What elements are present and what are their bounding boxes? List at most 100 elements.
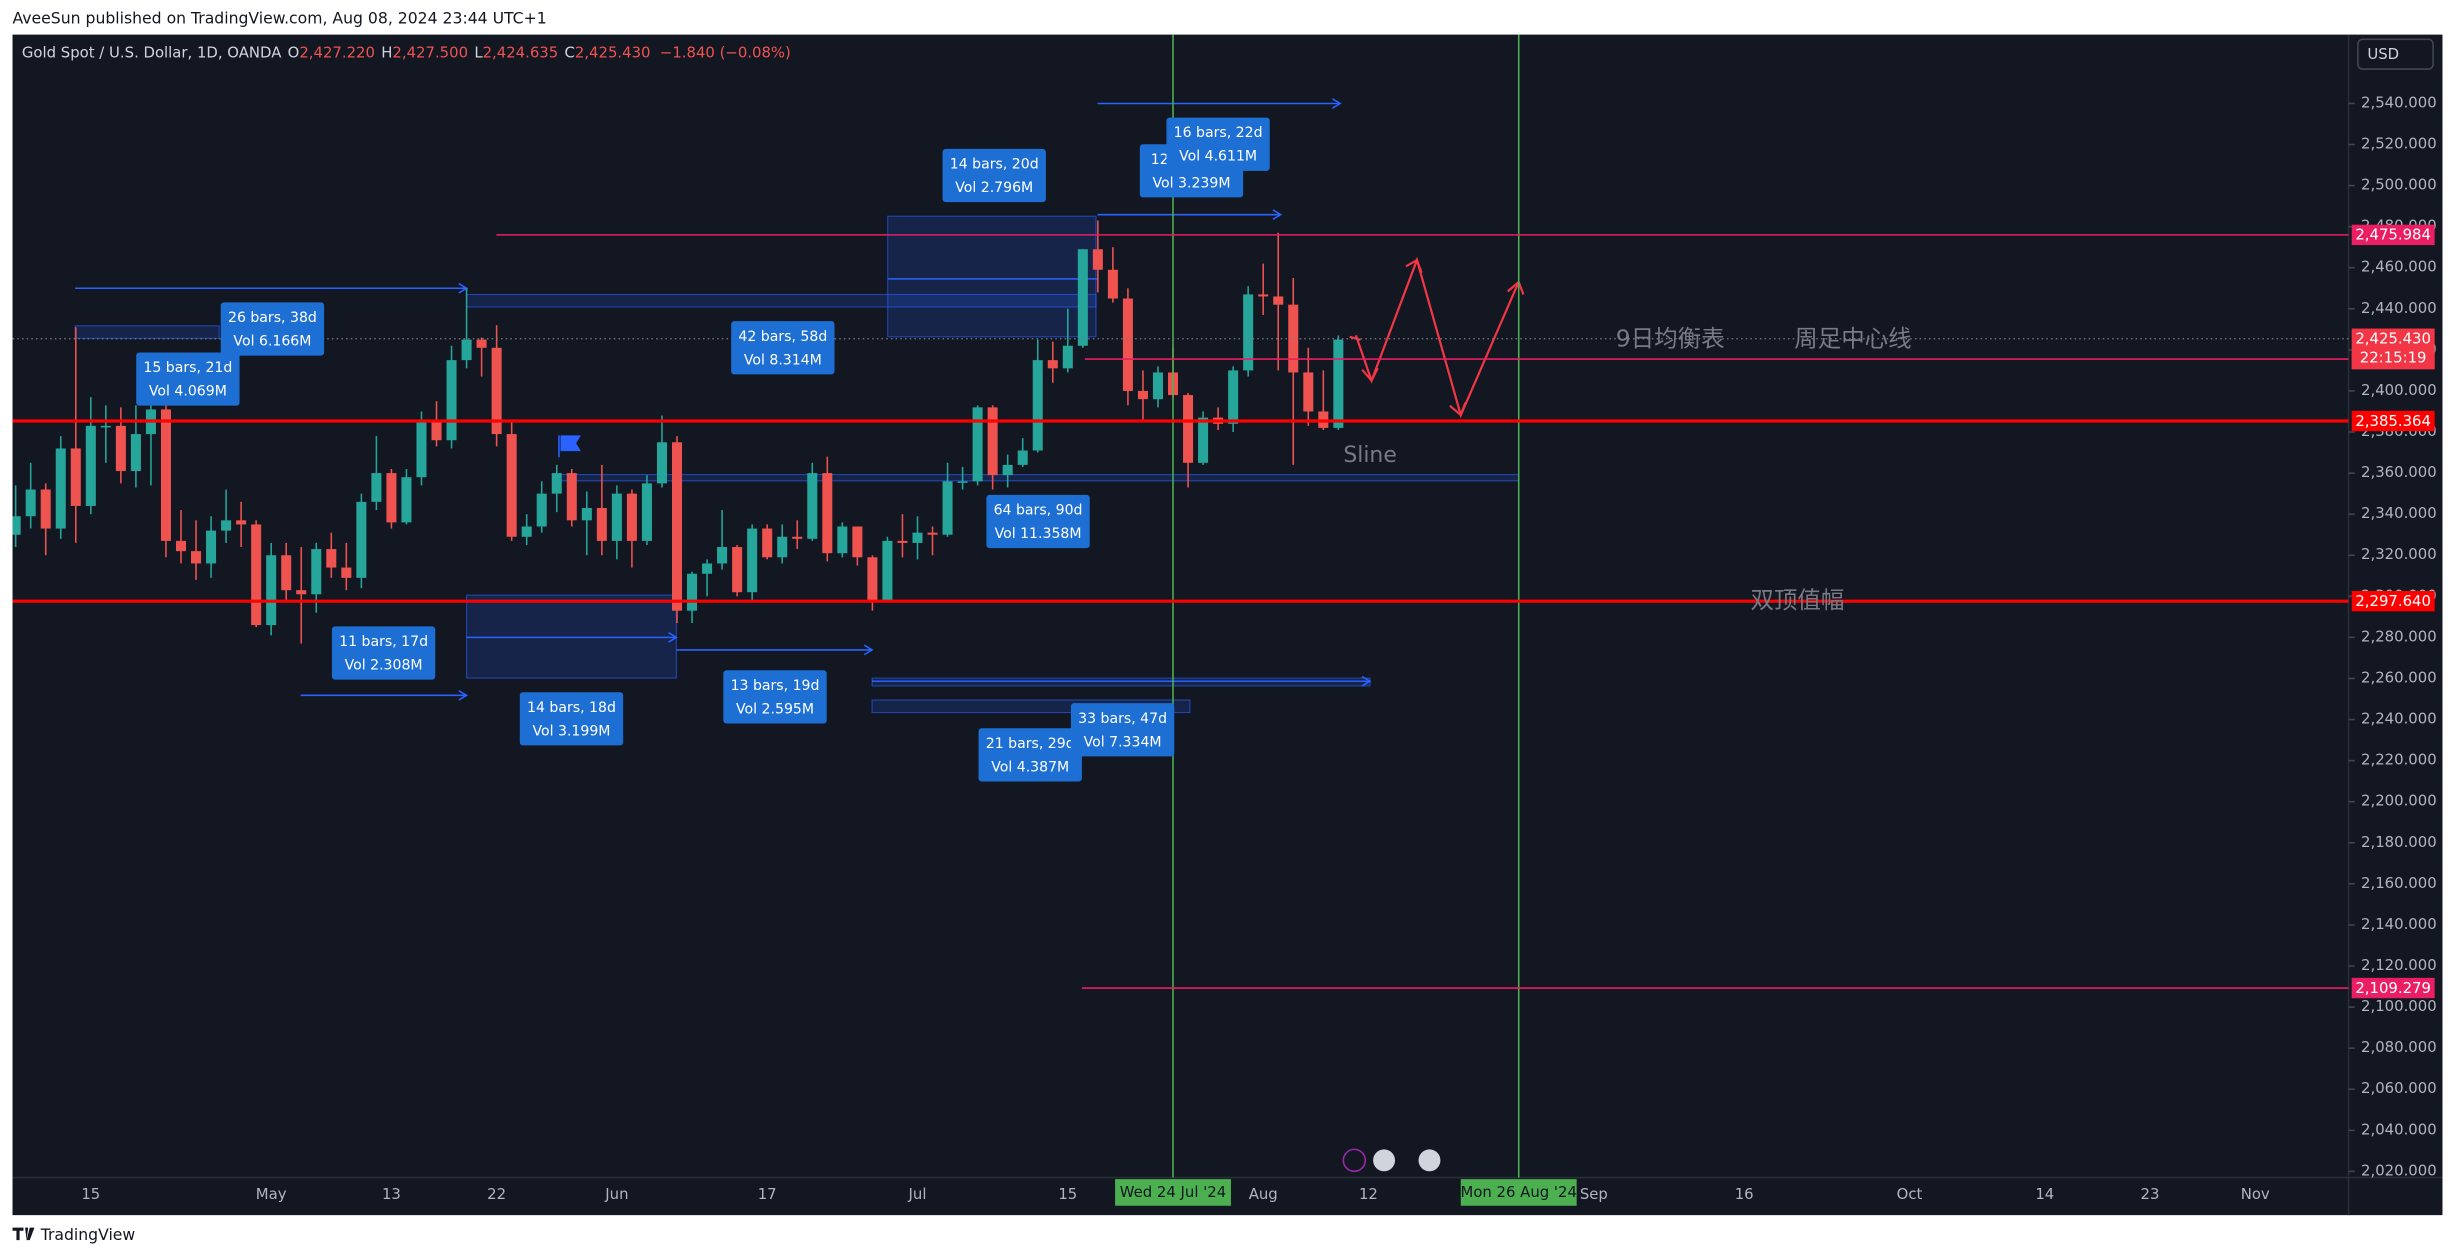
flag — [558, 435, 581, 458]
x-tick-label: 13 — [382, 1185, 401, 1203]
candle-body — [206, 530, 217, 564]
annotation: 周足中心线 — [1794, 324, 1911, 352]
measure-label: 42 bars, 58d — [738, 329, 827, 345]
candle-body — [897, 540, 908, 543]
measure-label: 13 bars, 19d — [731, 678, 820, 694]
countdown: 22:15:19 — [2360, 348, 2427, 366]
x-tick-label: 14 — [2035, 1185, 2054, 1203]
candle-body — [1183, 395, 1194, 463]
y-tick-label: 2,140.000 — [2361, 915, 2437, 933]
candle-body — [1077, 249, 1088, 346]
price-label-bg — [2351, 977, 2435, 999]
price-label: 2,297.640 — [2355, 592, 2431, 610]
candle-body — [1062, 345, 1073, 369]
price-label: 2,475.984 — [2355, 226, 2431, 244]
candle-body — [1137, 390, 1148, 400]
change: −1.840 (−0.08%) — [660, 43, 791, 61]
candle-body — [1152, 372, 1163, 400]
measure-label: Vol 4.611M — [1179, 149, 1257, 165]
candle-body — [1198, 417, 1209, 463]
measure-label: 14 bars, 20d — [950, 157, 1039, 173]
candle-body — [115, 425, 126, 472]
candle-body — [581, 508, 592, 521]
y-tick-label: 2,060.000 — [2361, 1079, 2437, 1097]
ohlc-key: L — [474, 43, 483, 61]
date-label-bg — [1460, 1179, 1577, 1206]
candle-body — [521, 526, 532, 537]
arrow — [466, 632, 678, 643]
candle-body — [1107, 269, 1118, 299]
candle-body — [852, 526, 863, 558]
candle-body — [266, 555, 277, 626]
candle-body — [296, 590, 307, 595]
candle-body — [942, 481, 953, 535]
candle-body — [1273, 296, 1284, 305]
candle-body — [957, 481, 968, 483]
candle-body — [311, 549, 322, 595]
candle-body — [1303, 372, 1314, 412]
candle-body — [792, 536, 803, 539]
candle-body — [882, 540, 893, 601]
candles-layer — [12, 220, 1344, 644]
x-tick-label: 16 — [1735, 1185, 1754, 1203]
x-tick-label: Oct — [1897, 1185, 1923, 1203]
candle-body — [491, 347, 502, 435]
currency[interactable]: USD — [2367, 45, 2399, 63]
measure-box — [731, 321, 835, 375]
candle-body — [1002, 464, 1013, 476]
candle-body — [777, 536, 788, 558]
measure-label: 15 bars, 21d — [143, 360, 232, 376]
candle-body — [566, 473, 577, 521]
candle-body — [70, 448, 81, 506]
candle-body — [386, 473, 397, 523]
x-tick-label: Sep — [1580, 1185, 1608, 1203]
candle-body — [25, 489, 36, 517]
measure-label: Vol 7.334M — [1084, 734, 1162, 750]
x-tick-label: 15 — [81, 1185, 100, 1203]
measure-label: Vol 3.199M — [532, 723, 610, 739]
candle-body — [626, 493, 637, 541]
candle-body — [762, 528, 773, 558]
candle-body — [912, 532, 923, 543]
arrow — [676, 644, 874, 656]
x-tick-label: Jun — [604, 1185, 628, 1203]
ohlc-key: O — [288, 43, 300, 61]
candle-body — [1228, 370, 1239, 424]
candle-body — [551, 473, 562, 494]
date-label-bg — [1115, 1179, 1231, 1206]
candle-body — [641, 483, 652, 541]
arrow — [1097, 209, 1283, 221]
arrow — [300, 689, 469, 701]
logo — [12, 1227, 35, 1241]
candle-body — [1092, 249, 1103, 270]
y-tick-label: 2,220.000 — [2361, 751, 2437, 769]
flag-cloth — [560, 435, 581, 452]
candle-body — [356, 501, 367, 578]
price-label: 2,385.364 — [2355, 412, 2431, 430]
candle-body — [837, 526, 848, 554]
measure-label: Vol 4.387M — [991, 759, 1069, 775]
candle-body — [326, 549, 337, 568]
measure-label: Vol 6.166M — [233, 333, 311, 349]
measure-box — [331, 626, 436, 680]
price-label-bg — [2351, 590, 2435, 612]
candle-body — [12, 516, 21, 535]
currency-button[interactable] — [2357, 38, 2434, 70]
candle-body — [431, 419, 442, 441]
event-icon — [1373, 1149, 1396, 1172]
arrow-head — [1405, 258, 1423, 273]
candle-body — [85, 425, 96, 506]
measure-box — [1070, 703, 1175, 757]
measure-box — [136, 352, 240, 406]
measure-label: Vol 8.314M — [744, 352, 822, 368]
measure-box — [1166, 117, 1270, 171]
candle-body — [1122, 298, 1133, 391]
y-tick-label: 2,260.000 — [2361, 668, 2437, 686]
y-tick-label: 2,500.000 — [2361, 176, 2437, 194]
candle-body — [822, 473, 833, 554]
y-tick-label: 2,540.000 — [2361, 93, 2437, 111]
x-tick-label: 15 — [1058, 1185, 1077, 1203]
y-tick-label: 2,120.000 — [2361, 956, 2437, 974]
arrow — [75, 282, 469, 294]
